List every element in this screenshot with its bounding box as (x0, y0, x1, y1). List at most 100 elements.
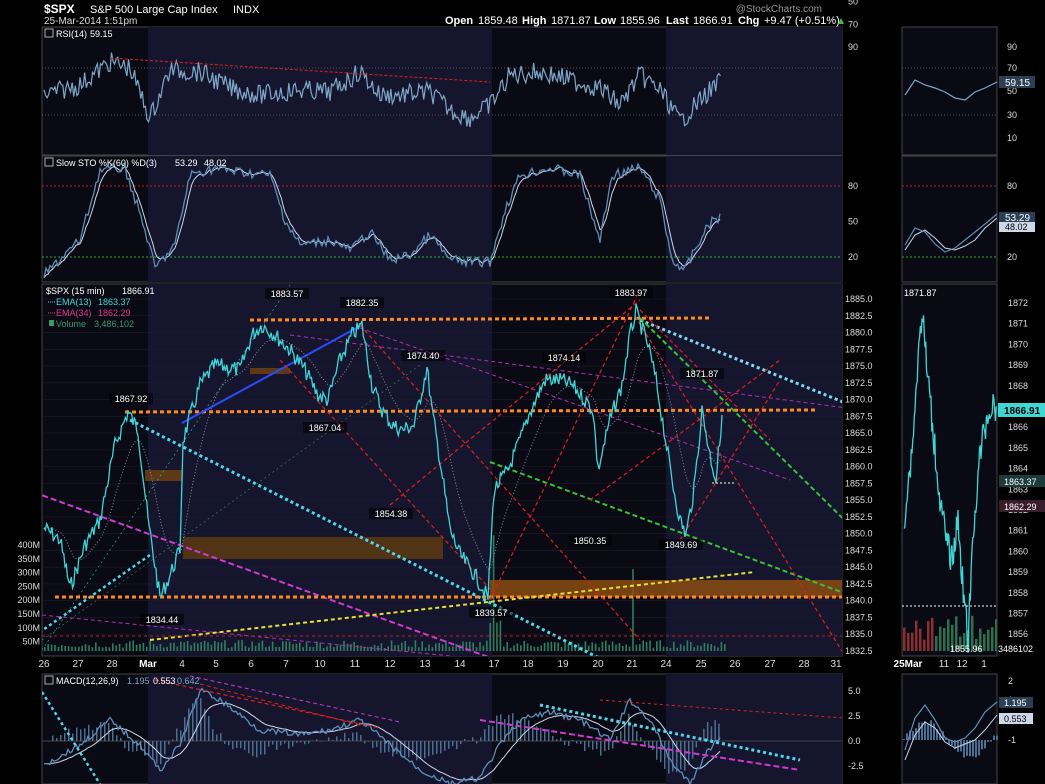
macd-line (44, 687, 721, 784)
volume-bar (639, 644, 641, 651)
macd-hist-bar (272, 741, 274, 745)
volume-bar (496, 622, 498, 651)
volume-bar (717, 647, 719, 651)
volume-bar (61, 645, 63, 651)
volume-bar (411, 646, 413, 651)
macd-hist-bar (328, 737, 330, 741)
macd-hist-bar (516, 720, 518, 741)
volume-bar (662, 646, 665, 651)
mini-price-tick: 1860 (1008, 546, 1028, 556)
mini-volume-bar (991, 627, 994, 651)
macd-hist-bar (652, 741, 654, 750)
macd-hist-bar (706, 722, 709, 741)
price-tick-label: 1850.0 (845, 529, 873, 539)
volume-bar (339, 644, 342, 651)
mini-price-frame (901, 283, 998, 657)
macd-hist-bar (488, 725, 490, 741)
volume-bar (370, 646, 372, 651)
mini-macd-bar (963, 740, 965, 758)
volume-bar (543, 642, 546, 651)
sto-k-line (43, 162, 721, 279)
macd-hist-bar (664, 741, 666, 769)
red-x-5 (389, 299, 641, 506)
macd-hist-bar (540, 727, 542, 741)
macd-checkbox[interactable] (44, 675, 54, 685)
volume-bar (78, 646, 80, 651)
macd-hist-bar (714, 719, 716, 741)
volume-tick-label: 400M (17, 540, 40, 550)
rsi-tick-label: 90 (848, 42, 858, 52)
macd-hist-bar (148, 741, 150, 757)
mini-low: 1855.96 (950, 644, 983, 654)
volume-bar (173, 642, 175, 651)
volume-bar (241, 640, 243, 651)
volume-bar (516, 643, 519, 651)
mini-volume-bar (919, 628, 922, 651)
mini-macd-bar (948, 740, 950, 744)
volume-bar (305, 642, 308, 651)
macd-hist-bar (444, 741, 446, 751)
rsi-value: 59.15 (90, 29, 113, 39)
volume-bar (401, 642, 403, 651)
volume-bar (724, 644, 726, 651)
macd-tick-label: -2.5 (848, 761, 864, 771)
volume-bar (659, 640, 661, 651)
volume-bar (710, 644, 712, 651)
volume-bar (465, 641, 468, 651)
mini-ema13: 1863.37 (1004, 477, 1037, 487)
ema34-label: EMA(34) (56, 308, 92, 318)
volume-bar (441, 644, 444, 651)
macd-hist-bar (188, 708, 190, 741)
x-tick-label: 17 (488, 659, 500, 670)
rsi-checkbox[interactable] (44, 28, 54, 38)
mini-macd-bar (930, 720, 932, 740)
exchange: INDX (233, 4, 260, 16)
sto-d-value: 48.02 (204, 158, 227, 168)
mini-macd-bar (939, 733, 941, 740)
macd-hist-bar (703, 728, 705, 741)
price-tick-label: 1872.5 (845, 378, 873, 388)
volume-bar (343, 640, 345, 651)
sto-checkbox[interactable] (44, 157, 54, 167)
volume-bar (547, 642, 549, 651)
x-tick-label: 26 (729, 659, 741, 670)
macd-hist-bar (312, 740, 314, 741)
macd-signal-line (44, 702, 721, 781)
macd-hist-bar (544, 730, 546, 741)
price-tick-label: 1865.0 (845, 428, 873, 438)
macd-hist-bar (672, 741, 674, 772)
volume-bar (523, 641, 525, 651)
mini-macd-bar (924, 721, 926, 740)
x-tick-label: 18 (522, 659, 534, 670)
mini-macd-bar (987, 740, 989, 743)
volume-bar (326, 646, 328, 651)
volume-bar (227, 648, 230, 651)
magenta-channel-top (289, 334, 842, 408)
macd-tick-label: 5.0 (848, 686, 861, 696)
volume-bar (642, 640, 644, 651)
magenta-channel-bottom (42, 614, 456, 656)
x-tick-label: 4 (179, 659, 185, 670)
volume-bar (251, 641, 253, 651)
volume-bar (438, 642, 440, 651)
volume-bar (394, 645, 396, 651)
volume-bar (333, 647, 335, 651)
macd-hist-bar (524, 718, 526, 741)
mini-ema34: 1862.29 (1004, 502, 1037, 512)
volume-bar (567, 644, 570, 651)
price-annotation: 1849.69 (665, 540, 698, 550)
volume-bar (210, 644, 213, 651)
macd-hist-bar (484, 729, 486, 741)
mini-x-tick-label: 25Mar (894, 659, 923, 670)
price-tick-label: 1835.0 (845, 629, 873, 639)
open-value: 1859.48 (478, 15, 518, 27)
macd-hist-bar (500, 714, 502, 741)
volume-bar (108, 647, 111, 651)
volume-bar (159, 644, 162, 651)
macd-hist-bar (164, 741, 166, 755)
x-tick-label: 14 (454, 659, 466, 670)
session-shade (148, 674, 323, 784)
sto-d-line (43, 165, 721, 279)
rsi-tick-label: 50 (848, 0, 858, 7)
